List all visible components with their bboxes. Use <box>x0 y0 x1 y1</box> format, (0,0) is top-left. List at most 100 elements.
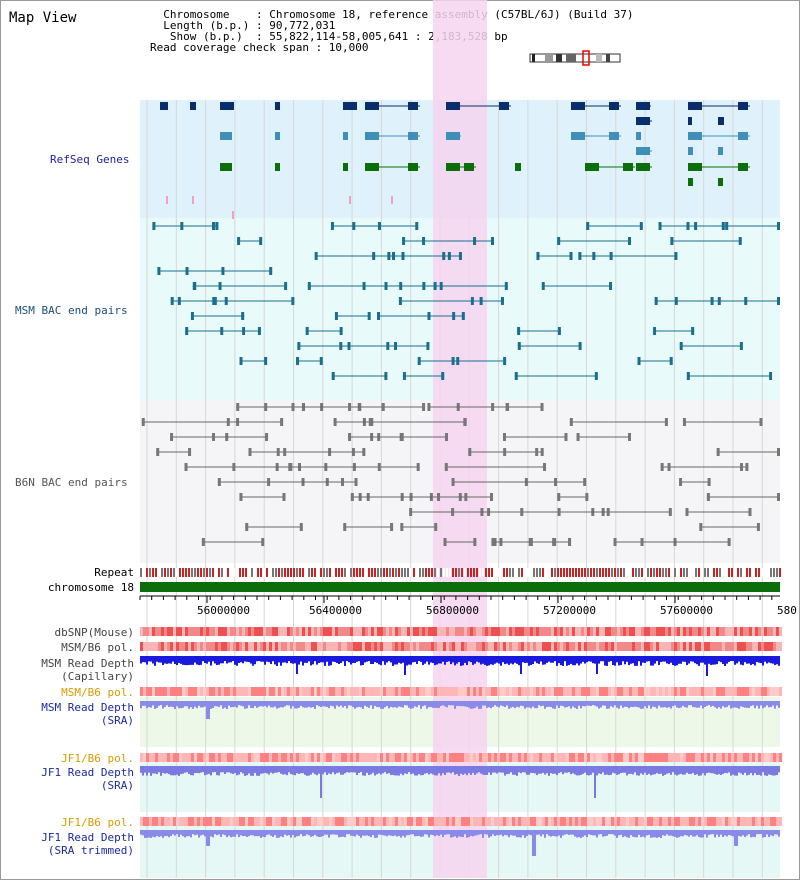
polymorphism-cell <box>275 642 278 651</box>
read-depth-bar <box>524 656 526 663</box>
read-depth-bar <box>294 701 296 709</box>
read-depth-bar <box>674 830 676 837</box>
polymorphism-cell <box>521 627 524 636</box>
polymorphism-cell <box>665 753 668 762</box>
polymorphism-cell <box>431 687 434 696</box>
repeat-segment <box>368 568 370 577</box>
read-depth-bar <box>454 701 456 709</box>
read-depth-bar <box>506 656 508 664</box>
polymorphism-cell <box>527 642 530 651</box>
b6n-bac-end <box>141 418 145 426</box>
read-depth-bar <box>224 701 226 708</box>
polymorphism-cell <box>698 627 701 636</box>
polymorphism-cell <box>728 817 731 826</box>
read-depth-bar <box>324 766 326 773</box>
msm-b6-pol-label: MSM/B6 pol. <box>61 641 134 654</box>
polymorphism-cell <box>644 817 647 826</box>
polymorphism-cell <box>140 642 143 651</box>
polymorphism-cell <box>680 817 683 826</box>
polymorphism-cell <box>377 642 380 651</box>
read-depth-bar <box>774 656 776 665</box>
polymorphism-cell <box>284 627 287 636</box>
repeat-segment <box>437 568 439 577</box>
read-depth-bar <box>510 766 512 773</box>
polymorphism-cell <box>152 753 155 762</box>
read-depth-bar <box>256 656 258 662</box>
polymorphism-cell <box>341 687 344 696</box>
polymorphism-cell <box>458 627 461 636</box>
read-depth-bar <box>414 701 416 707</box>
repeat-segment <box>260 568 262 577</box>
repeat-segment <box>359 568 361 577</box>
read-depth-bar <box>504 656 506 665</box>
read-depth-bar <box>262 830 264 837</box>
repeat-segment <box>575 568 577 577</box>
polymorphism-cell <box>554 817 557 826</box>
read-depth-bar <box>182 701 184 708</box>
read-depth-bar <box>396 656 398 665</box>
read-depth-bar <box>236 656 238 666</box>
read-depth-bar <box>716 830 718 835</box>
polymorphism-cell <box>470 753 473 762</box>
read-depth-bar <box>642 830 644 837</box>
repeat-segment <box>542 568 544 577</box>
read-depth-bar <box>194 656 196 663</box>
read-depth-bar <box>688 766 690 774</box>
read-depth-bar <box>278 656 280 663</box>
polymorphism-cell <box>422 687 425 696</box>
read-depth-bar <box>214 766 216 773</box>
polymorphism-cell <box>287 817 290 826</box>
polymorphism-cell <box>353 753 356 762</box>
polymorphism-cell <box>560 627 563 636</box>
polymorphism-cell <box>140 687 143 696</box>
polymorphism-cell <box>365 753 368 762</box>
read-depth-bar <box>320 766 322 798</box>
read-depth-bar <box>366 766 368 773</box>
read-depth-bar <box>398 701 400 707</box>
read-depth-bar <box>162 830 164 838</box>
read-depth-bar <box>192 701 194 709</box>
read-depth-bar <box>296 830 298 837</box>
read-depth-bar <box>728 766 730 773</box>
repeat-segment <box>704 568 706 577</box>
repeat-segment <box>413 568 415 577</box>
read-depth-bar <box>672 656 674 666</box>
read-depth-bar <box>246 656 248 662</box>
jf1-read-depth-sra-sub-label: (SRA) <box>100 779 134 792</box>
read-depth-bar <box>734 656 736 665</box>
read-depth-bar <box>172 656 174 662</box>
polymorphism-cell <box>224 627 227 636</box>
polymorphism-cell <box>629 642 632 651</box>
read-depth-bar <box>140 830 142 835</box>
read-depth-bar <box>630 830 632 836</box>
read-depth-bar <box>774 766 776 776</box>
read-depth-bar <box>278 766 280 773</box>
read-depth-bar <box>616 656 618 663</box>
read-depth-bar <box>454 830 456 837</box>
read-depth-bar <box>488 766 490 773</box>
read-depth-bar <box>718 766 720 775</box>
polymorphism-cell <box>659 687 662 696</box>
polymorphism-cell <box>374 627 377 636</box>
repeat-segment <box>431 568 433 577</box>
read-depth-bar <box>190 701 192 708</box>
polymorphism-cell <box>356 817 359 826</box>
polymorphism-cell <box>200 627 203 636</box>
read-depth-bar <box>748 830 750 835</box>
repeat-segment <box>767 568 769 577</box>
read-depth-bar <box>770 830 772 836</box>
read-depth-bar <box>612 701 614 708</box>
read-depth-bar <box>674 656 676 666</box>
polymorphism-cell <box>155 753 158 762</box>
read-depth-bar <box>264 656 266 665</box>
polymorphism-cell <box>638 753 641 762</box>
repeat-segment <box>449 568 451 577</box>
read-depth-bar <box>654 766 656 775</box>
polymorphism-cell <box>503 753 506 762</box>
polymorphism-cell <box>524 642 527 651</box>
polymorphism-cell <box>488 817 491 826</box>
read-depth-bar <box>648 656 650 662</box>
chromosome-label: chromosome 18 <box>47 581 134 594</box>
read-depth-bar <box>746 701 748 708</box>
